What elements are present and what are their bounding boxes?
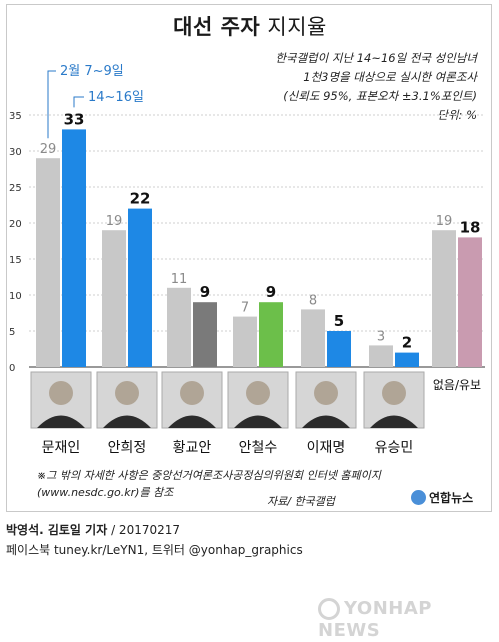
footnote-line-2: (www.nesdc.go.kr)를 참조: [37, 486, 174, 499]
title-light: 지지율: [267, 15, 327, 39]
credit-block: 박영석. 김토일 기자 / 20170217 페이스북 tuney.kr/LeY…: [6, 520, 303, 560]
data-label-current: 9: [200, 283, 210, 301]
bar-chart: 0 5 10 15 20 25 30 35 29 33 19 22 11 9 7 9 8 5 3 2 19 18 문재인 안희…: [9, 64, 485, 456]
y-tick-label: 30: [9, 147, 22, 158]
x-tick-label: 문재인: [42, 440, 81, 456]
bar-prev-0: [36, 158, 60, 367]
bar-current-5: [395, 352, 419, 367]
y-tick-label: 25: [9, 183, 22, 194]
brand-name: 연합뉴스: [429, 491, 474, 505]
x-tick-label: 이재명: [307, 440, 346, 456]
infographic-card: 대선 주자 지지율 한국갤럽이 지난 14~16일 전국 성인남녀 1천3명을 …: [6, 4, 492, 512]
y-tick-label: 10: [9, 291, 22, 302]
watermark: YONHAP NEWS: [318, 598, 499, 641]
candidate-suit-icon: [103, 415, 151, 428]
data-label-prev: 19: [106, 214, 123, 229]
bar-prev-5: [369, 345, 393, 367]
watermark-text: YONHAP NEWS: [318, 598, 432, 641]
bar-prev-4: [301, 309, 325, 367]
credit-line-1: 박영석. 김토일 기자 / 20170217: [6, 520, 303, 540]
source-label: 자료/ 한국갤럽: [267, 495, 335, 508]
bar-current-6: [458, 237, 482, 367]
legend-label-current: 14~16일: [88, 90, 144, 105]
bar-current-1: [128, 208, 152, 367]
legend-label-prev: 2월 7~9일: [60, 64, 124, 79]
bar-current-0: [62, 129, 86, 367]
survey-line-1: 한국갤럽이 지난 14~16일 전국 성인남녀: [275, 51, 477, 65]
x-tick-label: 유승민: [375, 440, 414, 456]
reporter-names: 박영석. 김토일 기자: [6, 523, 108, 537]
x-tick-label: 안철수: [239, 440, 278, 456]
bar-prev-6: [432, 230, 456, 367]
legend-leader-current: [73, 96, 84, 108]
candidate-suit-icon: [168, 415, 216, 428]
footnote-line-1: ※그 밖의 자세한 사항은 중앙선거여론조사공정심의위원회 인터넷 홈페이지: [37, 469, 381, 482]
y-tick-label: 15: [9, 255, 22, 266]
data-label-current: 9: [266, 283, 276, 301]
x-tick-label: 없음/유보: [433, 378, 481, 392]
candidate-suit-icon: [302, 415, 350, 428]
bar-prev-2: [167, 287, 191, 367]
survey-line-3: (신뢰도 95%, 표본오차 ±3.1%포인트): [283, 89, 477, 103]
social-links: 페이스북 tuney.kr/LeYN1, 트위터 @yonhap_graphic…: [6, 543, 303, 557]
publish-date: / 20170217: [111, 523, 181, 537]
data-label-prev: 29: [40, 142, 57, 157]
brand-logo: 연합뉴스: [411, 489, 473, 506]
data-label-current: 2: [402, 334, 412, 352]
yonhap-logo-icon: [411, 490, 426, 505]
y-tick-label: 20: [9, 219, 22, 230]
candidate-head-icon: [382, 381, 406, 405]
watermark-logo-icon: [318, 598, 340, 620]
data-label-current: 22: [130, 190, 151, 208]
data-label-prev: 3: [377, 329, 385, 344]
data-label-prev: 8: [309, 293, 317, 308]
data-label-current: 18: [460, 218, 481, 236]
candidate-head-icon: [314, 381, 338, 405]
candidate-suit-icon: [370, 415, 418, 428]
candidate-head-icon: [49, 381, 73, 405]
candidate-head-icon: [115, 381, 139, 405]
footnote: ※그 밖의 자세한 사항은 중앙선거여론조사공정심의위원회 인터넷 홈페이지 (…: [37, 467, 381, 501]
bar-prev-1: [102, 230, 126, 367]
data-label-prev: 7: [241, 301, 249, 316]
data-label-current: 5: [334, 312, 344, 330]
title-bold: 대선 주자: [173, 15, 261, 39]
candidate-head-icon: [180, 381, 204, 405]
x-tick-label: 황교안: [173, 440, 212, 456]
data-label-current: 33: [64, 110, 85, 128]
bar-current-2: [193, 302, 217, 367]
y-tick-label: 5: [9, 327, 15, 338]
bar-current-3: [259, 302, 283, 367]
y-tick-label: 0: [9, 363, 15, 374]
bar-prev-3: [233, 316, 257, 367]
data-label-prev: 19: [436, 214, 453, 229]
candidate-suit-icon: [234, 415, 282, 428]
candidate-head-icon: [246, 381, 270, 405]
legend-leader-prev: [47, 70, 56, 139]
survey-line-2: 1천3명을 대상으로 실시한 여론조사: [303, 70, 477, 84]
x-tick-label: 안희정: [108, 440, 147, 456]
data-label-prev: 11: [171, 272, 188, 287]
candidate-suit-icon: [37, 415, 85, 428]
page-title: 대선 주자 지지율: [7, 11, 493, 41]
y-tick-label: 35: [9, 111, 22, 122]
bar-current-4: [327, 331, 351, 367]
